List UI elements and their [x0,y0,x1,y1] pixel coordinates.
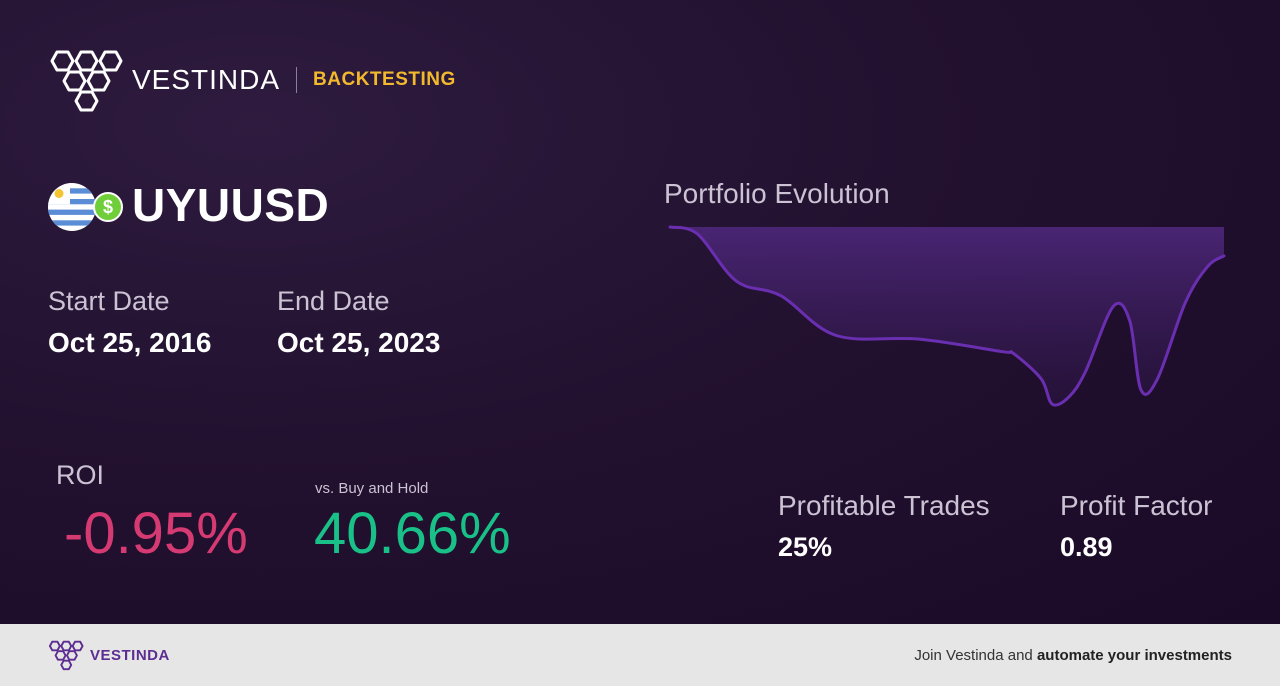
uruguay-flag-icon [48,183,96,231]
portfolio-evolution-chart [668,225,1226,407]
dollar-coin-icon: $ [93,192,123,222]
brand-header: VESTINDA BACKTESTING [48,48,456,112]
buy-hold-label: vs. Buy and Hold [315,480,429,497]
chart-series-line [668,225,1226,407]
start-date: Start Date Oct 25, 2016 [48,286,211,359]
footer: VESTINDA Join Vestinda and automate your… [0,624,1280,686]
asset-header: $ UYUUSD [48,178,329,232]
roi-label: ROI [56,460,105,490]
footer-brand[interactable]: VESTINDA [48,639,170,671]
chart-area-fill [670,227,1224,406]
start-date-value: Oct 25, 2016 [48,327,212,358]
profitable-trades-label: Profitable Trades [778,490,990,521]
profitable-trades: Profitable Trades 25% [778,490,990,563]
profitable-trades-value: 25% [778,532,833,562]
footer-brand-name: VESTINDA [90,646,170,664]
dollar-symbol: $ [102,196,113,217]
brand-tag: BACKTESTING [313,69,456,90]
end-date: End Date Oct 25, 2023 [277,286,440,359]
chart-title: Portfolio Evolution [664,178,890,209]
start-date-label: Start Date [48,286,170,316]
footer-cta-bold: automate your investments [1036,646,1232,664]
footer-cta-prefix: Join Vestinda and [914,646,1037,664]
roi-block: ROI [56,460,104,491]
roi-value: -0.95% [64,501,248,566]
vestinda-logo-icon [50,50,123,112]
brand-divider [296,67,298,93]
asset-flags: $ [48,179,124,231]
end-date-label: End Date [277,286,390,316]
asset-symbol: UYUUSD [132,179,330,231]
brand-name: VESTINDA [132,64,281,95]
profit-factor-label: Profit Factor [1060,490,1213,521]
profit-factor-value: 0.89 [1060,532,1113,562]
backtest-card: VESTINDA BACKTESTING $ UYUUSD Start Date… [0,0,1280,624]
footer-cta[interactable]: Join Vestinda and automate your investme… [914,647,1232,664]
buy-hold-value: 40.66% [314,501,511,566]
vestinda-logo-icon [48,640,84,671]
profit-factor: Profit Factor 0.89 [1060,490,1212,563]
end-date-value: Oct 25, 2023 [277,327,441,358]
